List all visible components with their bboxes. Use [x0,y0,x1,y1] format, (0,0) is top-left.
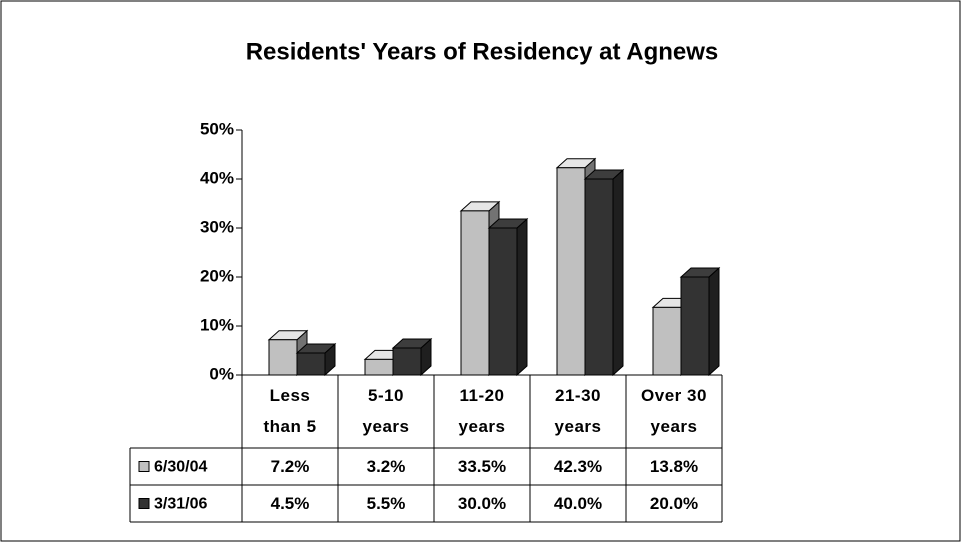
bar-side [516,217,528,377]
legend-key [138,461,150,472]
bar [487,217,529,377]
x-tick-label: Over 30 years [641,386,707,436]
data-label: 20.0% [650,494,698,513]
bar [583,168,625,377]
bar [391,337,433,377]
x-tick-label: Less than 5 [263,386,317,436]
legend-label: 6/30/04 [154,459,207,476]
bar-front [556,167,586,376]
y-tick-label: 50% [200,119,234,138]
data-label: 40.0% [554,494,602,513]
y-tick-label: 10% [200,315,234,334]
y-tick-label: 0% [209,364,234,383]
bar-front [584,178,614,376]
legend-label: 3/31/06 [154,496,207,513]
y-tick-label: 40% [200,168,234,187]
data-label: 3.2% [367,457,406,476]
x-tick-label: 11-20 years [458,386,506,436]
bar-front [652,306,682,376]
chart-title: Residents' Years of Residency at Agnews [246,38,719,65]
bar-front [460,210,490,376]
data-label: 30.0% [458,494,506,513]
bar-front [488,227,518,376]
bar-front [392,347,422,376]
data-label: 42.3% [554,457,602,476]
bar-front [364,358,394,376]
bar-front [268,339,298,376]
data-label: 7.2% [271,457,310,476]
data-label: 33.5% [458,457,506,476]
bar-side [708,266,720,377]
x-tick-label: 5-10 years [362,386,410,436]
y-tick-label: 30% [200,217,234,236]
x-tick-label: 21-30 years [554,386,602,436]
bar-front [680,276,710,376]
bar-side [612,168,624,377]
data-label: 5.5% [367,494,406,513]
bar [679,266,721,377]
y-tick-label: 20% [200,266,234,285]
bar [295,342,337,377]
data-label: 4.5% [271,494,310,513]
legend-key [138,498,150,509]
data-label: 13.8% [650,457,698,476]
bar-front [296,352,326,376]
